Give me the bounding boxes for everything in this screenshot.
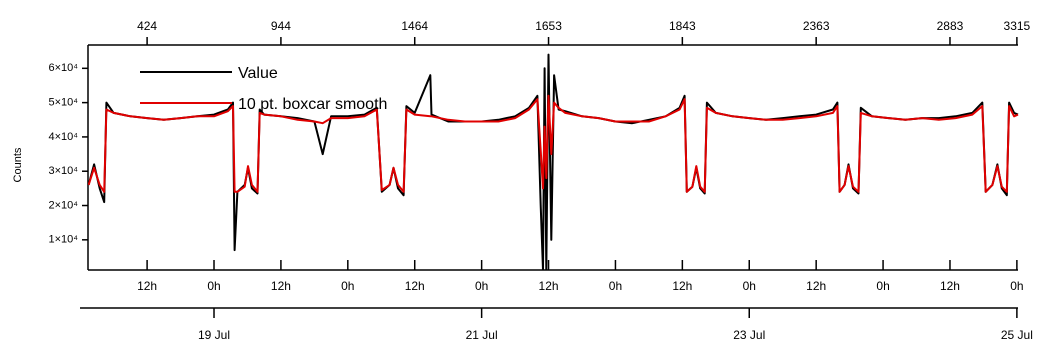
date-tick-label: 21 Jul <box>466 328 498 342</box>
x-tick-label: 12h <box>672 279 692 293</box>
top-tick-label: 424 <box>137 19 157 33</box>
date-tick-label: 25 Jul <box>1001 328 1033 342</box>
top-tick-label: 1843 <box>669 19 696 33</box>
x-tick-label: 12h <box>405 279 425 293</box>
top-tick-label: 3315 <box>1004 19 1031 33</box>
date-tick-label: 19 Jul <box>198 328 230 342</box>
x-tick-label: 12h <box>271 279 291 293</box>
x-tick-label: 0h <box>341 279 354 293</box>
x-tick-label: 0h <box>609 279 622 293</box>
series-line <box>88 53 1019 270</box>
y-tick-label: 4×10⁴ <box>48 131 78 143</box>
x-tick-label: 12h <box>940 279 960 293</box>
y-axis-label: Counts <box>12 147 24 182</box>
x-tick-label: 0h <box>475 279 488 293</box>
x-tick-label: 12h <box>137 279 157 293</box>
x-tick-label: 12h <box>539 279 559 293</box>
top-tick-label: 1653 <box>535 19 562 33</box>
x-tick-label: 0h <box>743 279 756 293</box>
top-tick-label: 1464 <box>401 19 428 33</box>
y-tick-label: 2×10⁴ <box>48 199 78 211</box>
date-tick-label: 23 Jul <box>733 328 765 342</box>
legend-label: 10 pt. boxcar smooth <box>238 96 387 113</box>
x-tick-label: 12h <box>806 279 826 293</box>
y-tick-label: 6×10⁴ <box>48 62 78 74</box>
y-tick-label: 1×10⁴ <box>48 234 78 246</box>
x-tick-label: 0h <box>876 279 889 293</box>
top-tick-label: 2883 <box>937 19 964 33</box>
legend-label: Value <box>238 65 278 82</box>
x-tick-label: 0h <box>207 279 220 293</box>
plot-area <box>88 53 1019 270</box>
series-line <box>88 94 1019 193</box>
top-tick-label: 2363 <box>803 19 830 33</box>
y-tick-label: 5×10⁴ <box>48 97 78 109</box>
y-tick-label: 3×10⁴ <box>48 165 78 177</box>
top-tick-label: 944 <box>271 19 291 33</box>
x-tick-label: 0h <box>1010 279 1023 293</box>
